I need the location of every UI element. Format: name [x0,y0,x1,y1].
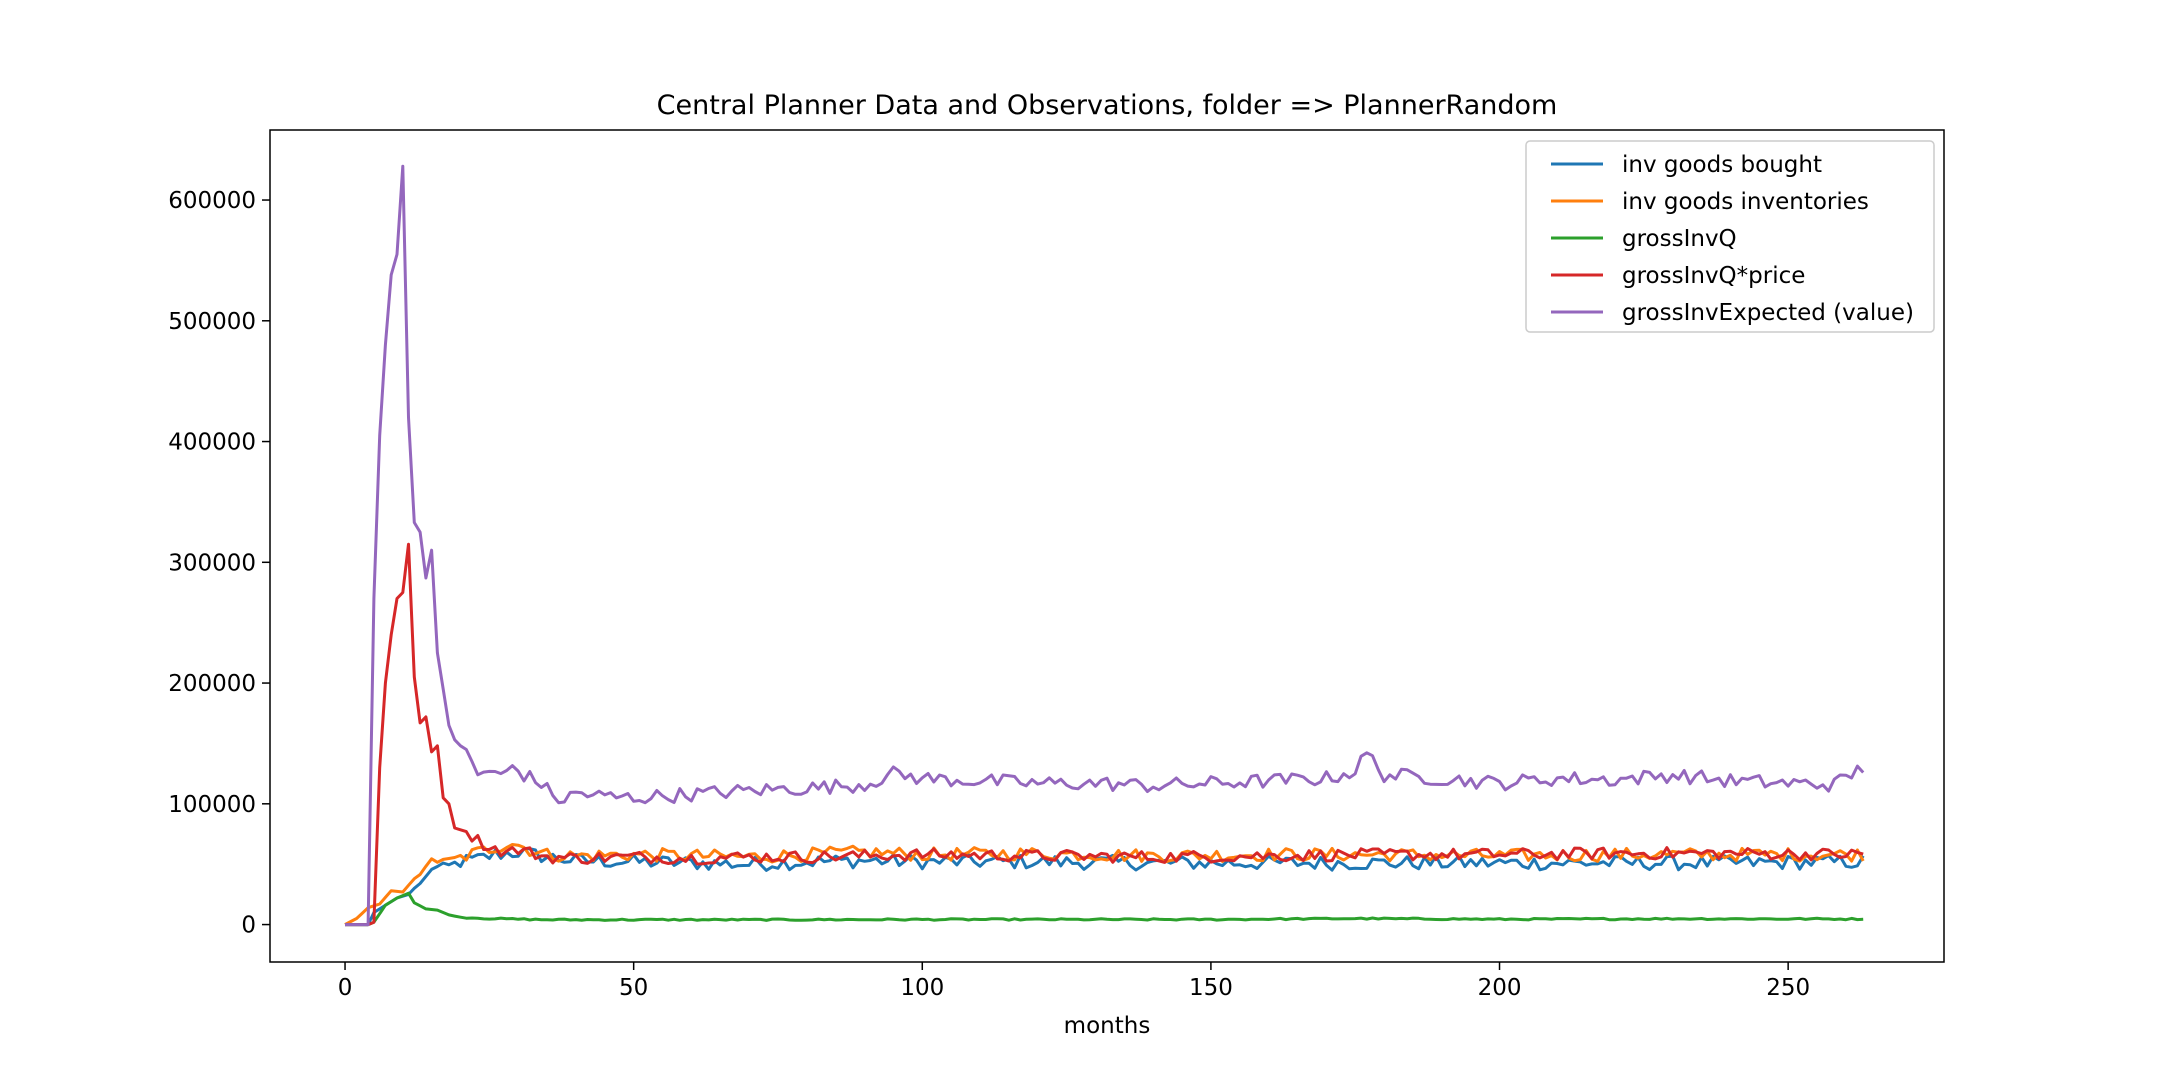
y-tick-label: 400000 [168,430,256,456]
x-tick-label: 100 [900,975,944,1001]
x-tick-label: 200 [1478,975,1522,1001]
legend-label: grossInvExpected (value) [1622,300,1914,326]
series-line-2 [345,891,1864,927]
x-tick-label: 50 [619,975,648,1001]
x-tick-label: 250 [1766,975,1810,1001]
y-tick-label: 500000 [168,309,256,335]
legend: inv goods bought inv goods inventories gro… [1525,140,1935,333]
legend-label: inv goods inventories [1622,189,1869,215]
legend-box [1525,140,1935,333]
x-axis-label: months [1064,1013,1151,1039]
y-tick-label: 300000 [168,550,256,576]
legend-label: grossInvQ*price [1622,263,1805,289]
legend-label: inv goods bought [1622,152,1822,178]
series-lines [344,164,1865,927]
y-tick-label: 600000 [168,188,256,214]
y-tick-label: 100000 [168,792,256,818]
plot-frame [269,129,1945,963]
x-tick-label: 0 [338,975,353,1001]
legend-label: grossInvQ [1622,226,1737,252]
chart-title: Central Planner Data and Observations, f… [657,90,1558,121]
x-tick-label: 150 [1189,975,1233,1001]
y-tick-label: 200000 [168,671,256,697]
y-axis: 0 100000 200000 300000 400000 500000 600000 [168,188,270,939]
series-line-4 [345,164,1865,927]
series-line-3 [345,542,1864,927]
y-tick-label: 0 [241,913,256,939]
x-axis: 0 50 100 150 200 250 [338,962,1810,1001]
